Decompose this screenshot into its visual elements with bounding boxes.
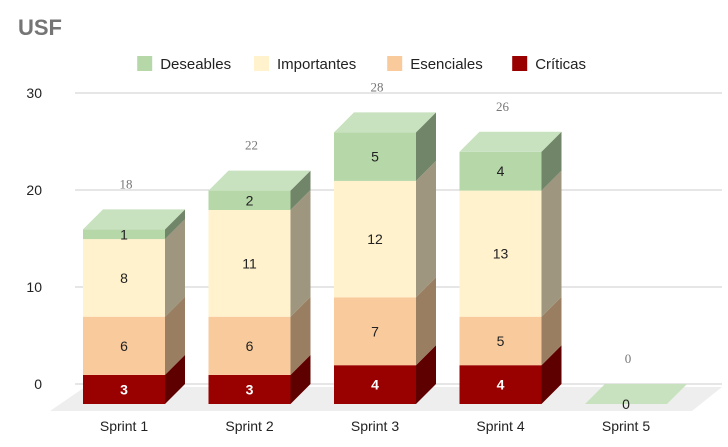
bar-side-importantes xyxy=(541,170,562,317)
total-label: 0 xyxy=(625,351,632,366)
bar-top xyxy=(334,112,436,133)
segment-label: 0 xyxy=(622,396,630,412)
chart-legend: Deseables Importantes Esenciales Críticas xyxy=(137,56,586,73)
bar-side-deseables xyxy=(416,112,436,181)
legend-swatch-criticas xyxy=(512,56,528,71)
total-label: 22 xyxy=(245,138,258,153)
x-axis: Sprint 1 Sprint 2 Sprint 3 Sprint 4 Sprint 5 xyxy=(100,418,650,434)
bar-side-deseables xyxy=(165,209,185,240)
segment-label: 4 xyxy=(497,377,505,393)
y-tick-label: 0 xyxy=(34,376,42,392)
segment-label: 6 xyxy=(246,338,254,354)
legend-swatch-deseables xyxy=(137,56,153,71)
bar-segment-deseables xyxy=(208,190,291,210)
segment-label: 12 xyxy=(367,231,383,247)
segment-label: 7 xyxy=(371,323,379,339)
segment-label: 3 xyxy=(246,381,254,397)
y-tick-label: 20 xyxy=(26,182,42,198)
y-tick-label: 10 xyxy=(26,279,42,295)
segment-label: 2 xyxy=(246,192,254,208)
segment-label: 11 xyxy=(242,255,257,271)
legend-swatch-importantes xyxy=(254,56,269,71)
bar-segment-criticas xyxy=(83,374,165,404)
bar-side-deseables xyxy=(290,170,311,210)
legend-label-deseables: Deseables xyxy=(160,56,231,73)
bar-side-criticas xyxy=(165,354,185,404)
bar-stack-sprint-3: 4 7 12 5 28 xyxy=(334,79,436,404)
x-tick-label: Sprint 2 xyxy=(225,418,273,434)
x-tick-label: Sprint 3 xyxy=(351,418,399,434)
segment-label: 1 xyxy=(120,226,128,242)
legend-swatch-esenciales xyxy=(387,56,403,71)
bar-top xyxy=(459,131,562,152)
bar-segment-importantes xyxy=(208,210,291,317)
x-tick-label: Sprint 5 xyxy=(602,418,650,434)
y-axis: 0 10 20 30 xyxy=(26,85,42,392)
bar-side-esenciales xyxy=(290,296,311,375)
chart-title: USF xyxy=(18,15,62,40)
bar-segment-deseables xyxy=(459,151,542,191)
bar-stack-sprint-4: 4 5 13 4 26 xyxy=(459,99,562,404)
segment-label: 8 xyxy=(120,270,128,286)
bar-segment-criticas xyxy=(208,374,291,404)
bar-segment-esenciales xyxy=(83,316,165,375)
bar-segment-criticas xyxy=(334,365,416,404)
bar-segment-importantes xyxy=(334,180,416,298)
bar-top xyxy=(585,384,687,404)
bar-side-criticas xyxy=(416,345,436,404)
bar-top xyxy=(208,170,311,191)
segment-label: 4 xyxy=(371,377,379,393)
bar-segment-deseables xyxy=(334,132,416,181)
segment-label: 5 xyxy=(371,149,379,165)
bar-top xyxy=(83,209,185,230)
bar-segment-esenciales xyxy=(334,297,416,366)
segment-label: 3 xyxy=(120,381,128,397)
segment-label: 13 xyxy=(493,246,509,262)
x-tick-label: Sprint 4 xyxy=(476,418,524,434)
bar-stack-sprint-1: 3 6 8 1 18 xyxy=(83,176,185,404)
bar-segment-esenciales xyxy=(208,316,291,375)
bar-stack-sprint-5: 00 xyxy=(585,351,687,412)
bar-side-criticas xyxy=(290,354,311,404)
total-label: 28 xyxy=(371,79,384,94)
bar-segment-importantes xyxy=(459,190,542,317)
bar-segment-importantes xyxy=(83,239,165,317)
segment-label: 6 xyxy=(120,338,128,354)
legend-label-importantes: Importantes xyxy=(277,56,356,73)
bar-side-deseables xyxy=(541,131,562,191)
segment-label: 4 xyxy=(497,163,505,179)
bar-side-esenciales xyxy=(416,277,436,366)
legend-label-criticas: Críticas xyxy=(535,56,586,73)
x-tick-label: Sprint 1 xyxy=(100,418,148,434)
bar-side-importantes xyxy=(290,190,311,317)
bar-side-importantes xyxy=(416,160,436,298)
total-label: 18 xyxy=(120,176,133,191)
bar-segment-deseables xyxy=(83,229,165,240)
bar-side-esenciales xyxy=(165,296,185,375)
y-tick-label: 30 xyxy=(26,85,42,101)
bar-side-criticas xyxy=(541,345,562,404)
bar-segment-criticas xyxy=(459,365,542,404)
legend-label-esenciales: Esenciales xyxy=(410,56,483,73)
bar-segment-esenciales xyxy=(459,316,542,366)
segment-label: 5 xyxy=(497,333,505,349)
bar-side-esenciales xyxy=(541,296,562,366)
bar-side-importantes xyxy=(165,219,185,317)
total-label: 26 xyxy=(496,99,510,114)
